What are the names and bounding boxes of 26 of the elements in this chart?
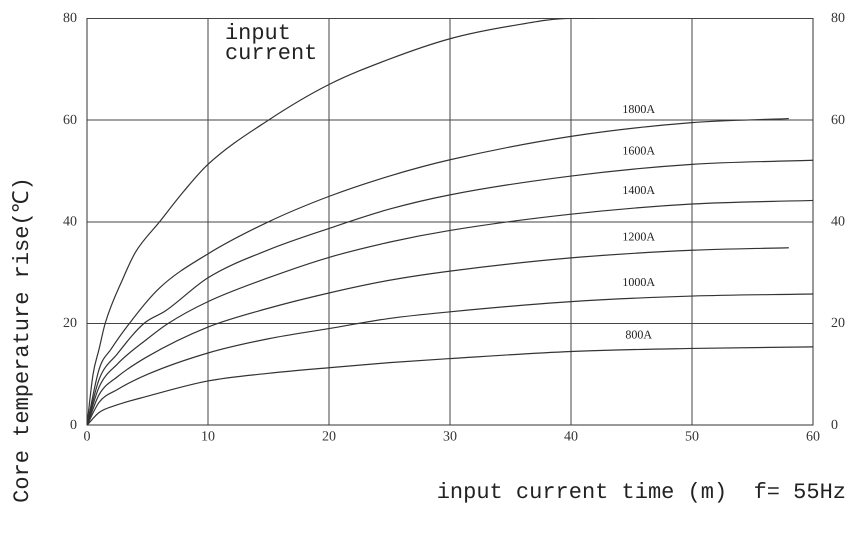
y-axis-title: Core temperature rise(℃)	[10, 177, 35, 503]
y-tick-label: 0	[70, 418, 77, 433]
annotation: input current	[224, 21, 318, 66]
x-axis-title: input current time (m) f= 55Hz	[436, 480, 846, 505]
y-tick-label: 20	[63, 316, 77, 332]
series-label: 1000A	[622, 275, 656, 290]
series-label: 1600A	[622, 143, 656, 158]
y2-tick-label: 20	[831, 316, 845, 332]
x-tick-label: 30	[443, 429, 457, 444]
series-label: 1800A	[622, 102, 656, 116]
x-tick-label: 20	[322, 429, 336, 444]
series-label: 800A	[625, 328, 652, 342]
y-tick-label: 60	[63, 112, 77, 128]
x-tick-label: 0	[84, 429, 90, 444]
y2-tick-label: 0	[831, 418, 838, 433]
series-label: 1400A	[622, 183, 656, 198]
y-tick-label: 80	[63, 11, 77, 26]
x-tick-label: 10	[201, 429, 215, 444]
series-label: 1200A	[622, 229, 656, 244]
x-tick-label: 60	[806, 429, 820, 444]
y2-tick-label: 40	[831, 214, 845, 230]
y2-tick-label: 60	[831, 112, 845, 128]
x-tick-label: 40	[564, 429, 578, 444]
y2-tick-label: 80	[831, 11, 845, 26]
x-tick-label: 50	[685, 429, 699, 444]
y-tick-label: 40	[63, 214, 77, 230]
